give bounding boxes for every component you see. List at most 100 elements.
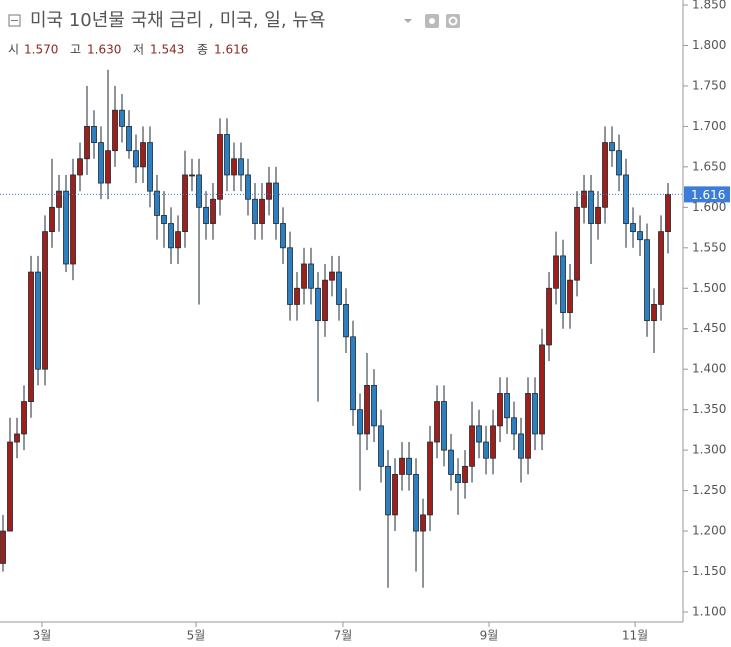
candle-body [434,401,440,443]
candle-body [308,263,314,289]
candle-body [91,126,97,143]
candle-body [98,142,104,184]
candle-body [70,174,76,265]
x-tick-label: 5월 [187,629,206,643]
high-value: 1.630 [87,43,121,57]
candle-body [665,193,671,233]
candle-body [84,126,90,160]
candle-body [595,206,601,224]
candle-body [168,223,174,249]
candle-body [644,239,650,322]
x-tick-label: 11월 [622,629,648,643]
candle-body [147,142,153,192]
y-tick-label: 1.500 [692,281,726,295]
dropdown-icon[interactable] [404,19,412,23]
candle-body [140,142,146,168]
candle-body [413,474,419,532]
candle-body [336,271,342,305]
candle-body [273,182,279,224]
candle-body [343,304,349,338]
candle-body [651,304,657,322]
candle-body [196,174,202,208]
candle-body [259,198,265,224]
candle-body [189,174,195,177]
candle-body [245,174,251,200]
low-label: 저 [133,43,144,57]
candle-body [287,247,293,305]
candle-body [231,158,237,176]
y-tick-label: 1.300 [692,443,726,457]
y-tick-label: 1.350 [692,402,726,416]
candle-body [385,465,391,516]
candle-body [329,271,335,281]
candle-body [224,134,230,176]
candle-body [28,271,34,402]
candle-body [406,457,412,475]
candle-body [616,150,622,176]
candle-body [462,465,468,483]
low-value: 1.543 [150,43,184,57]
candle-body [133,150,139,168]
candle-body [497,393,503,427]
candle-body [105,150,111,184]
x-tick-label: 7월 [334,629,353,643]
candle-body [581,190,587,208]
y-tick-label: 1.550 [692,240,726,254]
candle-body [546,287,552,346]
candle-body [322,279,328,322]
candle-body [175,231,181,249]
candle-body [315,287,321,322]
candle-body [602,142,608,208]
close-label: 종 [197,43,208,57]
candle-body [266,182,272,200]
candle-body [539,344,545,435]
collapse-icon[interactable] [8,14,21,27]
open-value: 1.570 [24,43,58,57]
candle-body [217,134,223,200]
legend-backdrop [0,8,390,60]
y-tick-label: 1.150 [692,564,726,578]
candle-body [448,449,454,475]
settings-icon-gear [448,16,458,26]
candle-body [161,215,167,224]
candle-body [182,174,188,233]
candle-body [126,126,132,152]
candle-body [504,393,510,419]
candle-body [35,271,41,370]
candle-body [280,223,286,249]
y-tick-label: 1.800 [692,38,726,52]
candle-body [511,417,517,435]
y-tick-label: 1.200 [692,524,726,538]
y-tick-label: 1.450 [692,321,726,335]
candle-body [0,530,6,564]
candle-body [560,255,566,313]
y-tick-label: 1.250 [692,483,726,497]
candle-body [294,287,300,305]
candle-body [14,433,20,443]
candle-body [238,158,244,176]
candle-body [441,401,447,451]
settings-icon[interactable] [446,14,460,28]
candle-body [553,255,559,289]
last-price-box [684,186,730,203]
y-tick-label: 1.750 [692,78,726,92]
candle-body [588,190,594,224]
y-tick-label: 1.100 [692,605,726,619]
candle-body [483,441,489,459]
candle-body [392,474,398,516]
candle-body [518,433,524,459]
candle-body [567,279,573,313]
candle-body [427,441,433,516]
candle-body [357,409,363,435]
y-tick-label: 1.850 [692,0,726,12]
candle-body [532,393,538,435]
candle-body [154,190,160,216]
y-tick-label: 1.600 [692,200,726,214]
high-label: 고 [70,43,81,57]
candle-body [56,190,62,208]
candle-body [490,425,496,459]
candle-body [77,158,83,176]
candle-body [49,206,55,233]
